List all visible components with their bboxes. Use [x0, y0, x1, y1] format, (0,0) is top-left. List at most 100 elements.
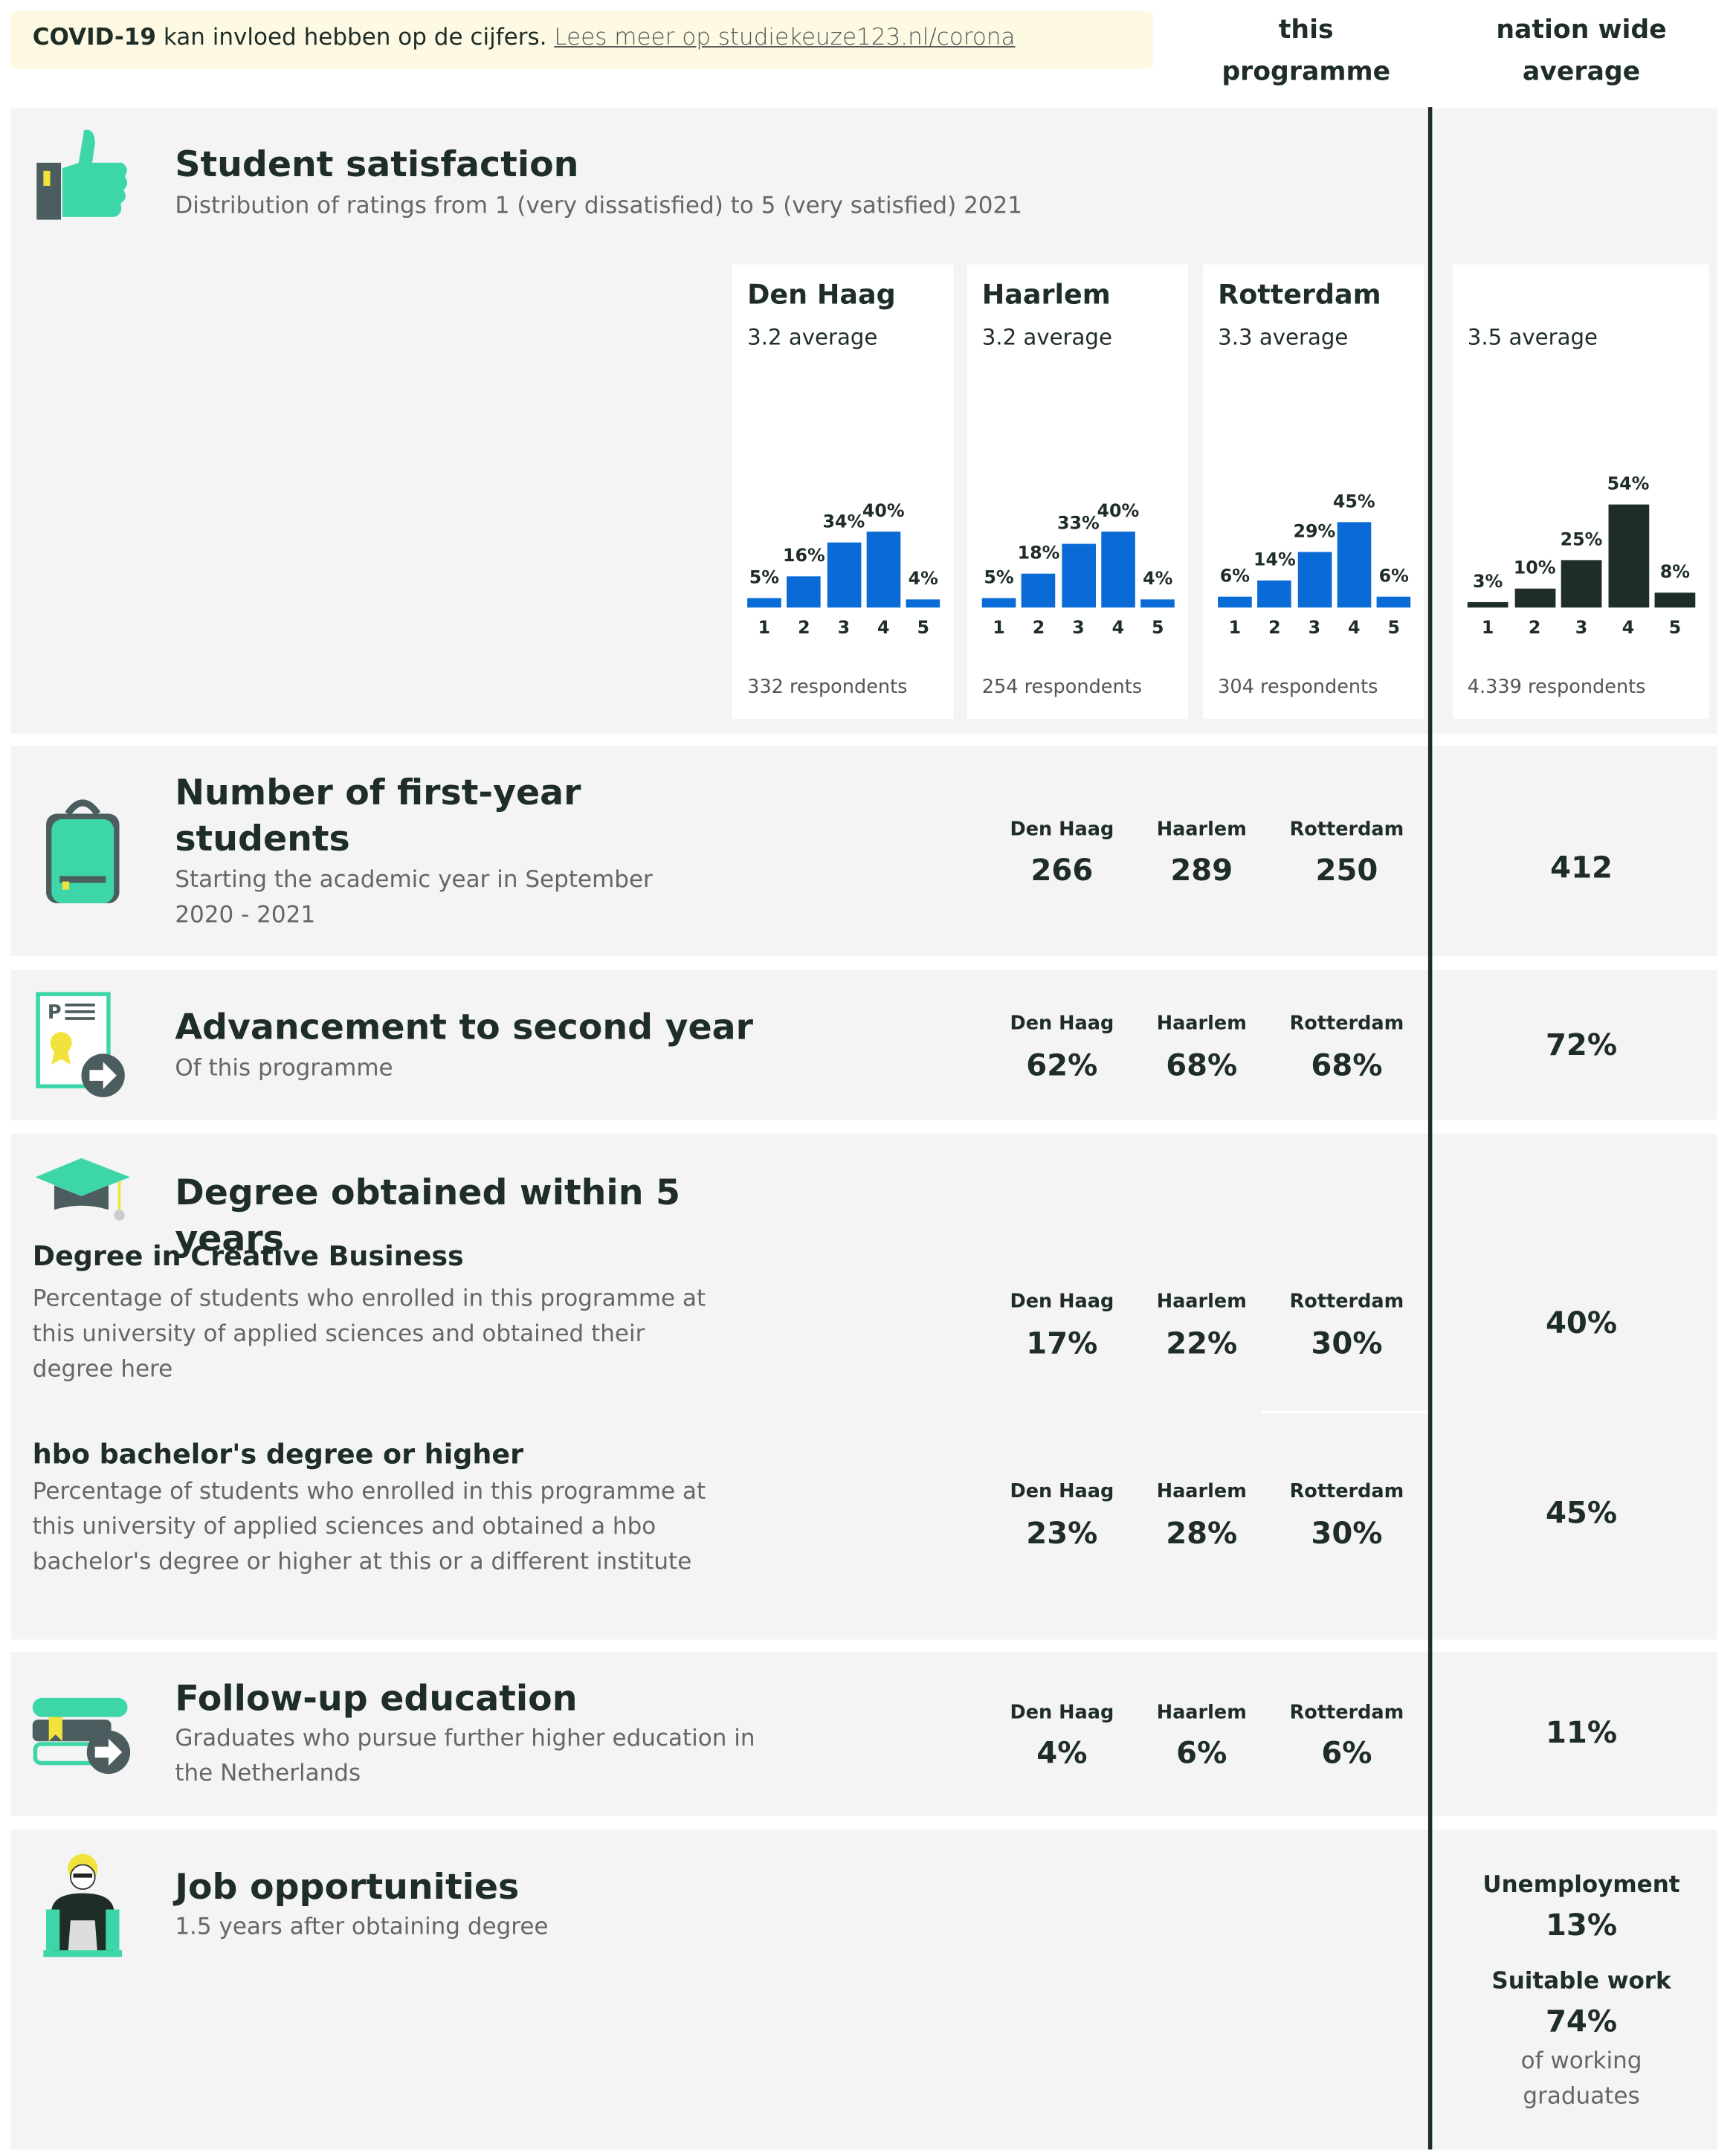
stat-value: 68% [1265, 1048, 1428, 1086]
item-description: Percentage of students who enrolled in t… [33, 1474, 717, 1580]
panel-average: 3.5 average [1468, 324, 1598, 351]
national-value: 45% [1473, 1496, 1690, 1534]
city-label: Den Haag [981, 1701, 1143, 1726]
bar [1468, 602, 1508, 608]
icon-certificate: P [35, 992, 130, 1100]
city-label: Haarlem [1120, 1479, 1283, 1504]
banner-link[interactable]: Lees meer op studiekeuze123.nl/corona [554, 25, 1015, 51]
city-label: Rotterdam [1265, 1290, 1428, 1314]
panel-respondents: 254 respondents [982, 675, 1142, 700]
panel-respondents: 332 respondents [747, 675, 907, 700]
column-header: this programme [1211, 10, 1401, 94]
city-label: Den Haag [981, 1012, 1143, 1036]
bar-label: 25% [1555, 530, 1609, 552]
bar-category: 5 [909, 619, 936, 640]
bar [1258, 581, 1292, 607]
section-title: Number of first-year students [175, 770, 622, 862]
bar-category: 3 [1301, 619, 1328, 640]
banner-text: COVID-19 kan invloed hebben op de cijfer… [33, 25, 1016, 51]
stat-value: 266 [981, 853, 1143, 891]
bar-category: 3 [1065, 619, 1091, 640]
panel-name: Rotterdam [1218, 278, 1381, 311]
panel-average: 3.2 average [747, 324, 877, 351]
bar-category: 1 [985, 619, 1012, 640]
bar-category: 5 [1380, 619, 1407, 640]
bar [827, 543, 861, 607]
bar [1514, 589, 1555, 608]
bar [1561, 560, 1602, 607]
bar-label: 29% [1287, 523, 1341, 544]
bar [1062, 544, 1096, 607]
stat-value: 6% [1120, 1736, 1283, 1774]
bar-category: 4 [1615, 619, 1642, 640]
bar [1218, 596, 1252, 607]
city-label: Rotterdam [1265, 818, 1428, 842]
panel-name: Haarlem [982, 278, 1111, 311]
stat-value: 62% [981, 1048, 1143, 1086]
page: COVID-19 kan invloed hebben op de cijfer… [0, 0, 1736, 2149]
job-value: 13% [1473, 1908, 1690, 1946]
bar-category: 5 [1144, 619, 1171, 640]
banner-note: kan invloed hebben op de cijfers. [164, 25, 547, 51]
bar [1297, 552, 1332, 608]
icon-books [30, 1695, 135, 1776]
section-title: Student satisfaction [175, 143, 798, 189]
bar [906, 600, 940, 607]
divider [1262, 1410, 1431, 1413]
column-divider [1428, 107, 1432, 2149]
bar-category: 2 [1025, 619, 1052, 640]
job-label: Unemployment [1473, 1871, 1690, 1898]
icon-graduation [30, 1155, 135, 1226]
item-heading: Degree in Creative Business [33, 1239, 464, 1272]
bar [1022, 573, 1056, 607]
bar-category: 1 [1222, 619, 1248, 640]
stat-value: 17% [981, 1326, 1143, 1364]
bar-category: 5 [1662, 619, 1688, 640]
bar-category: 2 [790, 619, 817, 640]
bar [866, 531, 900, 607]
bar-label: 14% [1248, 551, 1302, 572]
item-description: Percentage of students who enrolled in t… [33, 1282, 717, 1387]
bar-label: 10% [1508, 558, 1562, 580]
bar-label: 5% [737, 568, 791, 590]
panel-average: 3.3 average [1218, 324, 1348, 351]
panel-respondents: 304 respondents [1218, 675, 1378, 700]
bar [982, 598, 1016, 607]
panel-name: Den Haag [747, 278, 896, 311]
bar-label: 18% [1011, 543, 1065, 565]
bar [1608, 504, 1649, 607]
bar-label: 45% [1327, 491, 1381, 513]
bar [1337, 521, 1371, 607]
city-label: Den Haag [981, 1290, 1143, 1314]
bar-label: 5% [972, 568, 1026, 590]
bar-label: 40% [1091, 501, 1145, 523]
job-note: of working graduates [1500, 2044, 1663, 2114]
bar-category: 4 [1105, 619, 1132, 640]
stat-value: 6% [1265, 1736, 1428, 1774]
stat-value: 30% [1265, 1326, 1428, 1364]
page-body: COVID-19 kan invloed hebben op de cijfer… [0, 0, 1736, 2150]
column-header: nation wide average [1473, 10, 1690, 94]
icon-thumb [33, 127, 133, 225]
city-label: Rotterdam [1265, 1701, 1428, 1726]
icon-backpack [46, 798, 120, 909]
svg-text:P: P [48, 1001, 62, 1024]
bar-category: 4 [1340, 619, 1367, 640]
bar-label: 40% [856, 501, 911, 523]
bar [1655, 593, 1696, 608]
bar-category: 3 [830, 619, 857, 640]
stat-value: 4% [981, 1736, 1143, 1774]
section-title: Follow-up education [175, 1676, 798, 1723]
section-subtitle: Graduates who pursue further higher educ… [175, 1721, 758, 1792]
bar-label: 54% [1601, 474, 1655, 496]
job-label: Suitable work [1473, 1968, 1690, 1995]
city-label: Rotterdam [1265, 1479, 1428, 1504]
banner-bold: COVID-19 [33, 25, 156, 51]
city-label: Haarlem [1120, 1701, 1283, 1726]
bar [1101, 531, 1135, 607]
bar-category: 4 [870, 619, 897, 640]
bar [1377, 596, 1411, 607]
panel-average: 3.2 average [982, 324, 1112, 351]
stat-value: 68% [1120, 1048, 1283, 1086]
item-heading: hbo bachelor's degree or higher [33, 1438, 523, 1471]
